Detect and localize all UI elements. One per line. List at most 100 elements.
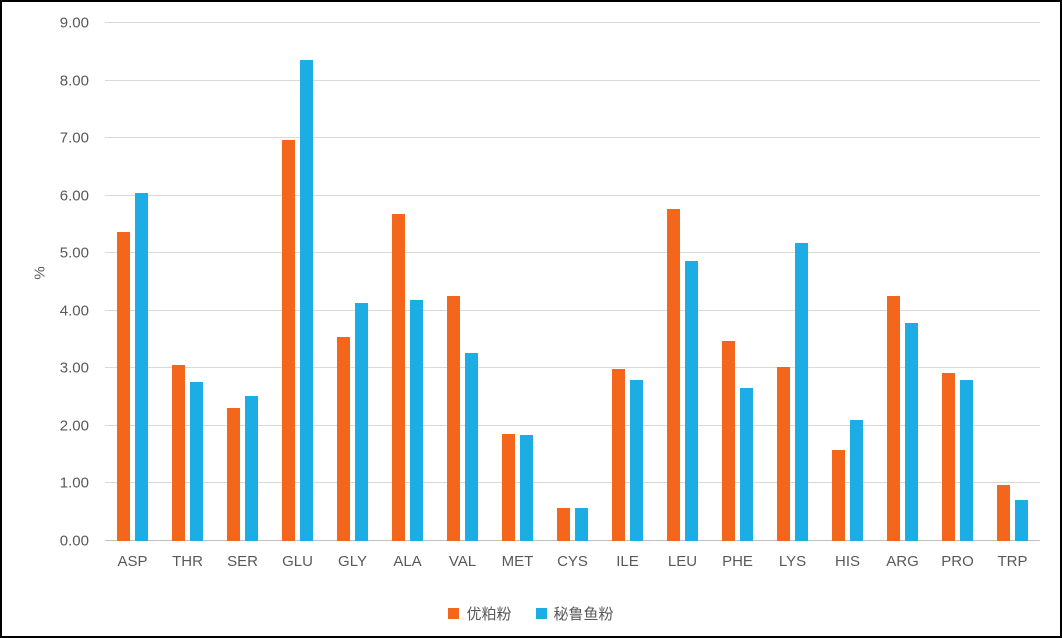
bar-group-thr bbox=[160, 23, 215, 541]
bar-group-glu bbox=[270, 23, 325, 541]
bar-group-asp bbox=[105, 23, 160, 541]
bar bbox=[245, 395, 258, 541]
legend-label: 秘鲁鱼粉 bbox=[553, 606, 614, 623]
bar bbox=[282, 139, 295, 541]
bar-group-ser bbox=[215, 23, 270, 541]
y-axis-tick-label: 4.00 bbox=[59, 302, 89, 320]
gridline bbox=[105, 194, 1040, 196]
y-axis-tick-label: 9.00 bbox=[59, 14, 89, 32]
gridline bbox=[105, 252, 1040, 254]
bar bbox=[905, 322, 918, 541]
x-axis-label: LYS bbox=[778, 553, 807, 570]
bar bbox=[795, 243, 808, 541]
bar bbox=[740, 387, 753, 541]
bar-group-leu bbox=[655, 23, 710, 541]
bar bbox=[502, 433, 515, 541]
y-axis-tick-label: 1.00 bbox=[59, 474, 89, 492]
bar-group-phe bbox=[710, 23, 765, 541]
bar bbox=[355, 302, 368, 541]
gridline bbox=[105, 137, 1040, 139]
bar bbox=[465, 352, 478, 541]
x-axis-label: PRO bbox=[941, 553, 974, 570]
bar-group-met bbox=[490, 23, 545, 541]
bar bbox=[190, 381, 203, 541]
bar-groups bbox=[105, 23, 1040, 541]
bar bbox=[392, 213, 405, 541]
bar bbox=[630, 379, 643, 541]
bar bbox=[960, 379, 973, 541]
y-axis-tick-label: 7.00 bbox=[59, 129, 89, 147]
x-axis-label: PHE bbox=[722, 553, 753, 570]
bar-group-lys bbox=[765, 23, 820, 541]
bar bbox=[685, 260, 698, 541]
x-axis-label: GLY bbox=[338, 553, 367, 570]
bar-group-his bbox=[820, 23, 875, 541]
y-axis-title: % bbox=[31, 266, 49, 280]
x-axis-label: VAL bbox=[448, 553, 477, 570]
gridline bbox=[105, 482, 1040, 484]
x-axis-label: THR bbox=[172, 553, 203, 570]
x-axis-label: SER bbox=[227, 553, 258, 570]
x-axis-label: MET bbox=[501, 553, 534, 570]
bar-group-val bbox=[435, 23, 490, 541]
bar bbox=[612, 368, 625, 541]
legend-item: 秘鲁鱼粉 bbox=[535, 603, 614, 624]
y-axis-tick-label: 2.00 bbox=[59, 417, 89, 435]
bar bbox=[722, 341, 735, 541]
bar bbox=[997, 485, 1010, 541]
bar-group-arg bbox=[875, 23, 930, 541]
bar bbox=[832, 450, 845, 541]
gridline bbox=[105, 424, 1040, 426]
legend-swatch-icon bbox=[535, 608, 547, 619]
x-axis-label: LEU bbox=[667, 553, 698, 570]
bar-group-ala bbox=[380, 23, 435, 541]
bar bbox=[337, 336, 350, 541]
y-axis-tick-label: 6.00 bbox=[59, 187, 89, 205]
y-axis-tick-label: 3.00 bbox=[59, 359, 89, 377]
x-axis-label: ARG bbox=[886, 553, 919, 570]
bar bbox=[300, 59, 313, 541]
bar-group-pro bbox=[930, 23, 985, 541]
gridline bbox=[105, 22, 1040, 23]
bar-group-gly bbox=[325, 23, 380, 541]
x-axis-label: ASP bbox=[117, 553, 148, 570]
bar bbox=[227, 408, 240, 541]
bar bbox=[850, 420, 863, 541]
gridline bbox=[105, 309, 1040, 311]
y-axis-tick-label: 5.00 bbox=[59, 244, 89, 262]
bar bbox=[135, 193, 148, 541]
x-axis-label: ILE bbox=[616, 553, 639, 570]
bar bbox=[117, 231, 130, 541]
bar bbox=[887, 295, 900, 541]
x-axis-line bbox=[105, 540, 1040, 541]
x-axis-label: TRP bbox=[997, 553, 1028, 570]
x-axis-label: CYS bbox=[557, 553, 588, 570]
y-axis-tick-label: 0.00 bbox=[59, 532, 89, 550]
bar-group-ile bbox=[600, 23, 655, 541]
x-axis-label: ALA bbox=[393, 553, 422, 570]
bar bbox=[575, 508, 588, 541]
bar bbox=[777, 367, 790, 541]
bar bbox=[667, 209, 680, 541]
x-axis-label: HIS bbox=[834, 553, 860, 570]
legend-item: 优粕粉 bbox=[448, 603, 512, 624]
bar bbox=[447, 295, 460, 541]
gridline bbox=[105, 79, 1040, 81]
x-axis: ASP THR SER GLU GLY ALA VAL MET CYS ILE LEU PHE LYS H… bbox=[105, 553, 1040, 570]
bar-group-trp bbox=[985, 23, 1040, 541]
bar bbox=[1015, 499, 1028, 541]
legend-swatch-icon bbox=[448, 608, 460, 619]
plot-area bbox=[105, 22, 1040, 541]
legend: 优粕粉 秘鲁鱼粉 bbox=[2, 603, 1060, 624]
bar bbox=[172, 364, 185, 541]
y-axis: 0.00 1.00 2.00 3.00 4.00 5.00 6.00 7.00 8.00 9.00 bbox=[2, 15, 97, 550]
gridline bbox=[105, 367, 1040, 369]
bar-group-cys bbox=[545, 23, 600, 541]
bar bbox=[410, 299, 423, 541]
bar bbox=[520, 434, 533, 541]
legend-label: 优粕粉 bbox=[466, 606, 512, 623]
x-axis-label: GLU bbox=[282, 553, 313, 570]
bar bbox=[557, 508, 570, 541]
y-axis-tick-label: 8.00 bbox=[59, 72, 89, 90]
